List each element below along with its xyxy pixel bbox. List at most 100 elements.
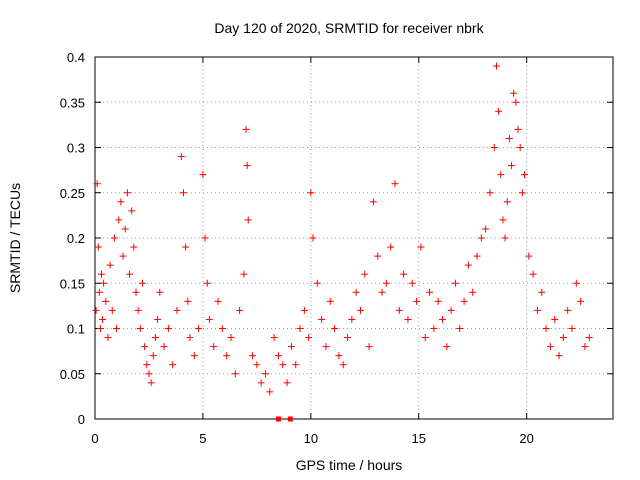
data-point	[426, 288, 434, 296]
data-point	[503, 198, 511, 206]
data-point	[218, 325, 226, 332]
x-tick-label: 20	[519, 431, 533, 446]
data-point	[179, 189, 187, 197]
bottom-marker	[275, 416, 281, 422]
data-point	[413, 297, 421, 305]
data-point	[564, 306, 572, 314]
data-point	[300, 306, 308, 314]
data-point	[184, 297, 192, 305]
data-point	[110, 234, 118, 242]
data-point	[464, 261, 472, 269]
data-point	[309, 234, 317, 242]
data-point	[510, 89, 518, 97]
data-point	[525, 252, 533, 260]
data-point	[138, 279, 146, 287]
data-point	[97, 270, 105, 278]
data-point	[164, 325, 172, 332]
data-point	[546, 343, 554, 351]
data-point	[497, 171, 505, 179]
data-point	[210, 343, 218, 351]
data-point	[404, 315, 412, 323]
data-point	[387, 243, 395, 251]
data-point	[266, 388, 274, 396]
data-point	[231, 370, 239, 378]
data-point	[253, 361, 261, 369]
y-tick-label: 0.1	[67, 322, 85, 337]
x-tick-label: 10	[304, 431, 318, 446]
data-point	[143, 361, 151, 369]
data-point	[313, 279, 321, 287]
data-point	[203, 279, 211, 287]
data-point	[186, 334, 194, 342]
data-point	[262, 370, 270, 378]
data-point	[244, 216, 252, 224]
chart-title: Day 120 of 2020, SRMTID for receiver nbr…	[214, 20, 484, 36]
data-point	[572, 279, 580, 287]
data-point	[352, 288, 360, 296]
data-point	[356, 306, 364, 314]
data-point	[149, 352, 157, 360]
data-point	[195, 325, 203, 332]
x-tick-label: 15	[412, 431, 426, 446]
data-point	[92, 306, 100, 314]
data-point	[348, 315, 356, 323]
data-point	[223, 352, 231, 360]
data-point	[518, 189, 526, 197]
data-point	[443, 343, 451, 351]
data-point	[486, 189, 494, 197]
data-point	[123, 189, 131, 197]
data-point	[274, 352, 282, 360]
data-point	[106, 261, 114, 269]
data-point	[126, 270, 134, 278]
data-point	[169, 361, 177, 369]
data-point	[374, 252, 382, 260]
data-point	[199, 171, 207, 179]
data-point	[447, 306, 455, 314]
data-point	[568, 325, 576, 332]
data-point	[577, 297, 585, 305]
data-point	[147, 379, 155, 387]
data-point	[242, 125, 250, 133]
data-point	[361, 270, 369, 278]
data-point	[287, 343, 295, 351]
data-point	[508, 162, 516, 170]
data-point	[451, 279, 459, 287]
y-tick-label: 0.4	[67, 50, 85, 65]
data-point	[344, 334, 352, 342]
data-point	[249, 352, 257, 360]
data-point	[132, 288, 140, 296]
x-tick-label: 0	[91, 431, 98, 446]
data-point	[173, 306, 181, 314]
data-point	[99, 315, 107, 323]
data-point	[296, 325, 304, 332]
data-point	[492, 62, 500, 70]
data-point	[555, 352, 563, 360]
data-point	[538, 288, 546, 296]
data-point	[190, 352, 198, 360]
data-point	[495, 107, 503, 115]
data-point	[585, 334, 593, 342]
data-point	[121, 225, 129, 233]
data-point	[240, 270, 248, 278]
data-point	[236, 306, 244, 314]
y-axis-label: SRMTID / TECUs	[7, 183, 23, 293]
data-point	[283, 379, 291, 387]
y-tick-label: 0.3	[67, 141, 85, 156]
data-point	[100, 279, 108, 287]
data-point	[102, 297, 110, 305]
data-point	[95, 288, 103, 296]
data-point	[177, 153, 185, 161]
data-point	[438, 315, 446, 323]
tick-layer: 0 0.05 0.1 0.15 0.2 0.25 0.3 0.35 0.4 0 5 10 15 20	[60, 50, 613, 446]
data-point	[270, 334, 278, 342]
bottom-marker	[287, 416, 293, 422]
data-point	[378, 288, 386, 296]
data-point	[205, 315, 213, 323]
data-point	[279, 361, 287, 369]
data-point	[151, 334, 159, 342]
data-point	[473, 252, 481, 260]
data-point	[477, 234, 485, 242]
data-point	[145, 370, 153, 378]
data-point	[119, 252, 127, 260]
data-point	[339, 361, 347, 369]
